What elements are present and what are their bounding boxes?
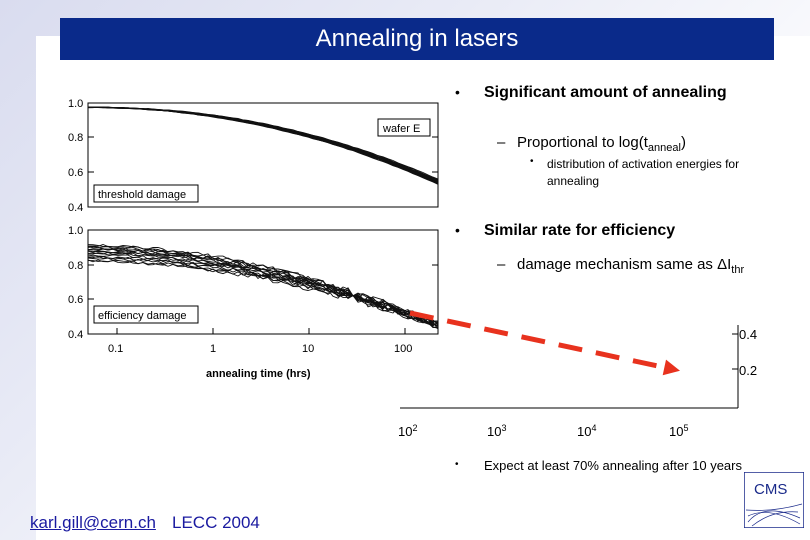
threshold-curve — [88, 106, 439, 181]
threshold-curve — [87, 106, 439, 184]
bullet-1-text: Significant amount of annealing — [484, 84, 727, 101]
efficiency-label: efficiency damage — [98, 310, 186, 322]
annealing-projection-chart: 0.4 0.2 102 103 104 105 — [398, 310, 757, 439]
xtick-2: 1 — [210, 343, 216, 355]
bullet-1-sub-text: Proportional to log(tanneal) — [517, 134, 686, 154]
b2-sub-prefix: damage mechanism same as ΔI — [517, 256, 732, 273]
threshold-curve — [87, 106, 439, 182]
efficiency-curve — [87, 257, 439, 327]
bullet-1-sub-marker: – — [497, 134, 506, 151]
xtick-1e4: 104 — [577, 423, 596, 439]
annealing-plot: 1.0 0.8 0.6 0.4 1.0 0.8 0.6 0.4 0.1 1 10… — [68, 98, 439, 380]
xtick-1e3: 103 — [487, 423, 506, 439]
top-ytick-3: 0.6 — [68, 167, 83, 179]
bullet-3-text: Expect at least 70% annealing after 10 y… — [484, 458, 742, 473]
efficiency-curve — [87, 255, 439, 323]
efficiency-label-box — [93, 305, 199, 324]
bottom-panel-curves — [87, 244, 439, 330]
right-ytick-0.4: 0.4 — [739, 327, 757, 342]
bullet-2-marker: • — [455, 222, 460, 238]
title-text: Annealing in lasers — [315, 25, 519, 52]
bottom-ytick-3: 0.6 — [68, 294, 83, 306]
b2-sub-subscript: thr — [731, 264, 745, 276]
bullet-2-sub-text: damage mechanism same as ΔIthr — [517, 256, 744, 276]
efficiency-curve — [87, 248, 439, 326]
threshold-label-box — [93, 184, 199, 203]
top-ytick-2: 0.8 — [68, 132, 83, 144]
footer-conference: LECC 2004 — [172, 513, 260, 532]
right-ytick-0.2: 0.2 — [739, 363, 757, 378]
b1-sub-prefix: Proportional to log(t — [517, 134, 648, 151]
xtick-1e5: 105 — [669, 423, 688, 439]
footer-email-link[interactable]: karl.gill@cern.ch — [30, 513, 156, 532]
bottom-panel-frame — [87, 229, 439, 335]
bullet-3-marker: • — [455, 459, 459, 470]
xticks — [116, 328, 406, 334]
xaxis-label: annealing time (hrs) — [206, 368, 311, 380]
bullet-2-text: Similar rate for efficiency — [484, 222, 676, 239]
threshold-curve — [87, 106, 439, 181]
bullet-1-subsub-marker: • — [530, 156, 534, 167]
efficiency-curve — [87, 250, 439, 326]
efficiency-curve — [87, 244, 439, 329]
wafer-legend: wafer E — [382, 123, 420, 135]
threshold-label: threshold damage — [98, 189, 186, 201]
bullet-1-marker: • — [455, 84, 460, 100]
xtick-3: 10 — [302, 343, 314, 355]
bottom-ytick-2: 0.8 — [68, 260, 83, 272]
b1-sub-subscript: anneal — [647, 142, 681, 154]
threshold-curve — [87, 106, 439, 184]
xtick-4: 100 — [394, 343, 412, 355]
threshold-curve — [87, 106, 439, 183]
cms-logo-text: CMS — [754, 481, 787, 498]
xtick-1: 0.1 — [108, 343, 123, 355]
projection-arrowhead — [662, 359, 680, 376]
threshold-curve — [88, 106, 439, 182]
efficiency-curve — [87, 252, 439, 324]
top-panel-yticks — [88, 102, 438, 208]
top-ytick-1: 1.0 — [68, 98, 83, 110]
cms-logo: CMS — [744, 472, 804, 528]
xtick-1e2: 102 — [398, 423, 417, 439]
wafer-legend-box — [377, 118, 431, 137]
threshold-curve — [87, 106, 439, 180]
bottom-ytick-1: 1.0 — [68, 225, 83, 237]
slide-title: Annealing in lasers — [60, 18, 774, 60]
projection-line — [409, 310, 667, 371]
top-panel-curves — [87, 106, 439, 185]
bullet-1-subsub-text: distribution of activation energies for … — [547, 157, 740, 188]
b1-sub-suffix: ) — [680, 134, 686, 151]
top-ytick-4: 0.4 — [68, 202, 83, 214]
bullet-2-sub-marker: – — [497, 256, 506, 273]
bottom-ytick-4: 0.4 — [68, 329, 83, 341]
bottom-panel-yticks — [88, 229, 438, 335]
top-panel-frame — [87, 102, 439, 208]
